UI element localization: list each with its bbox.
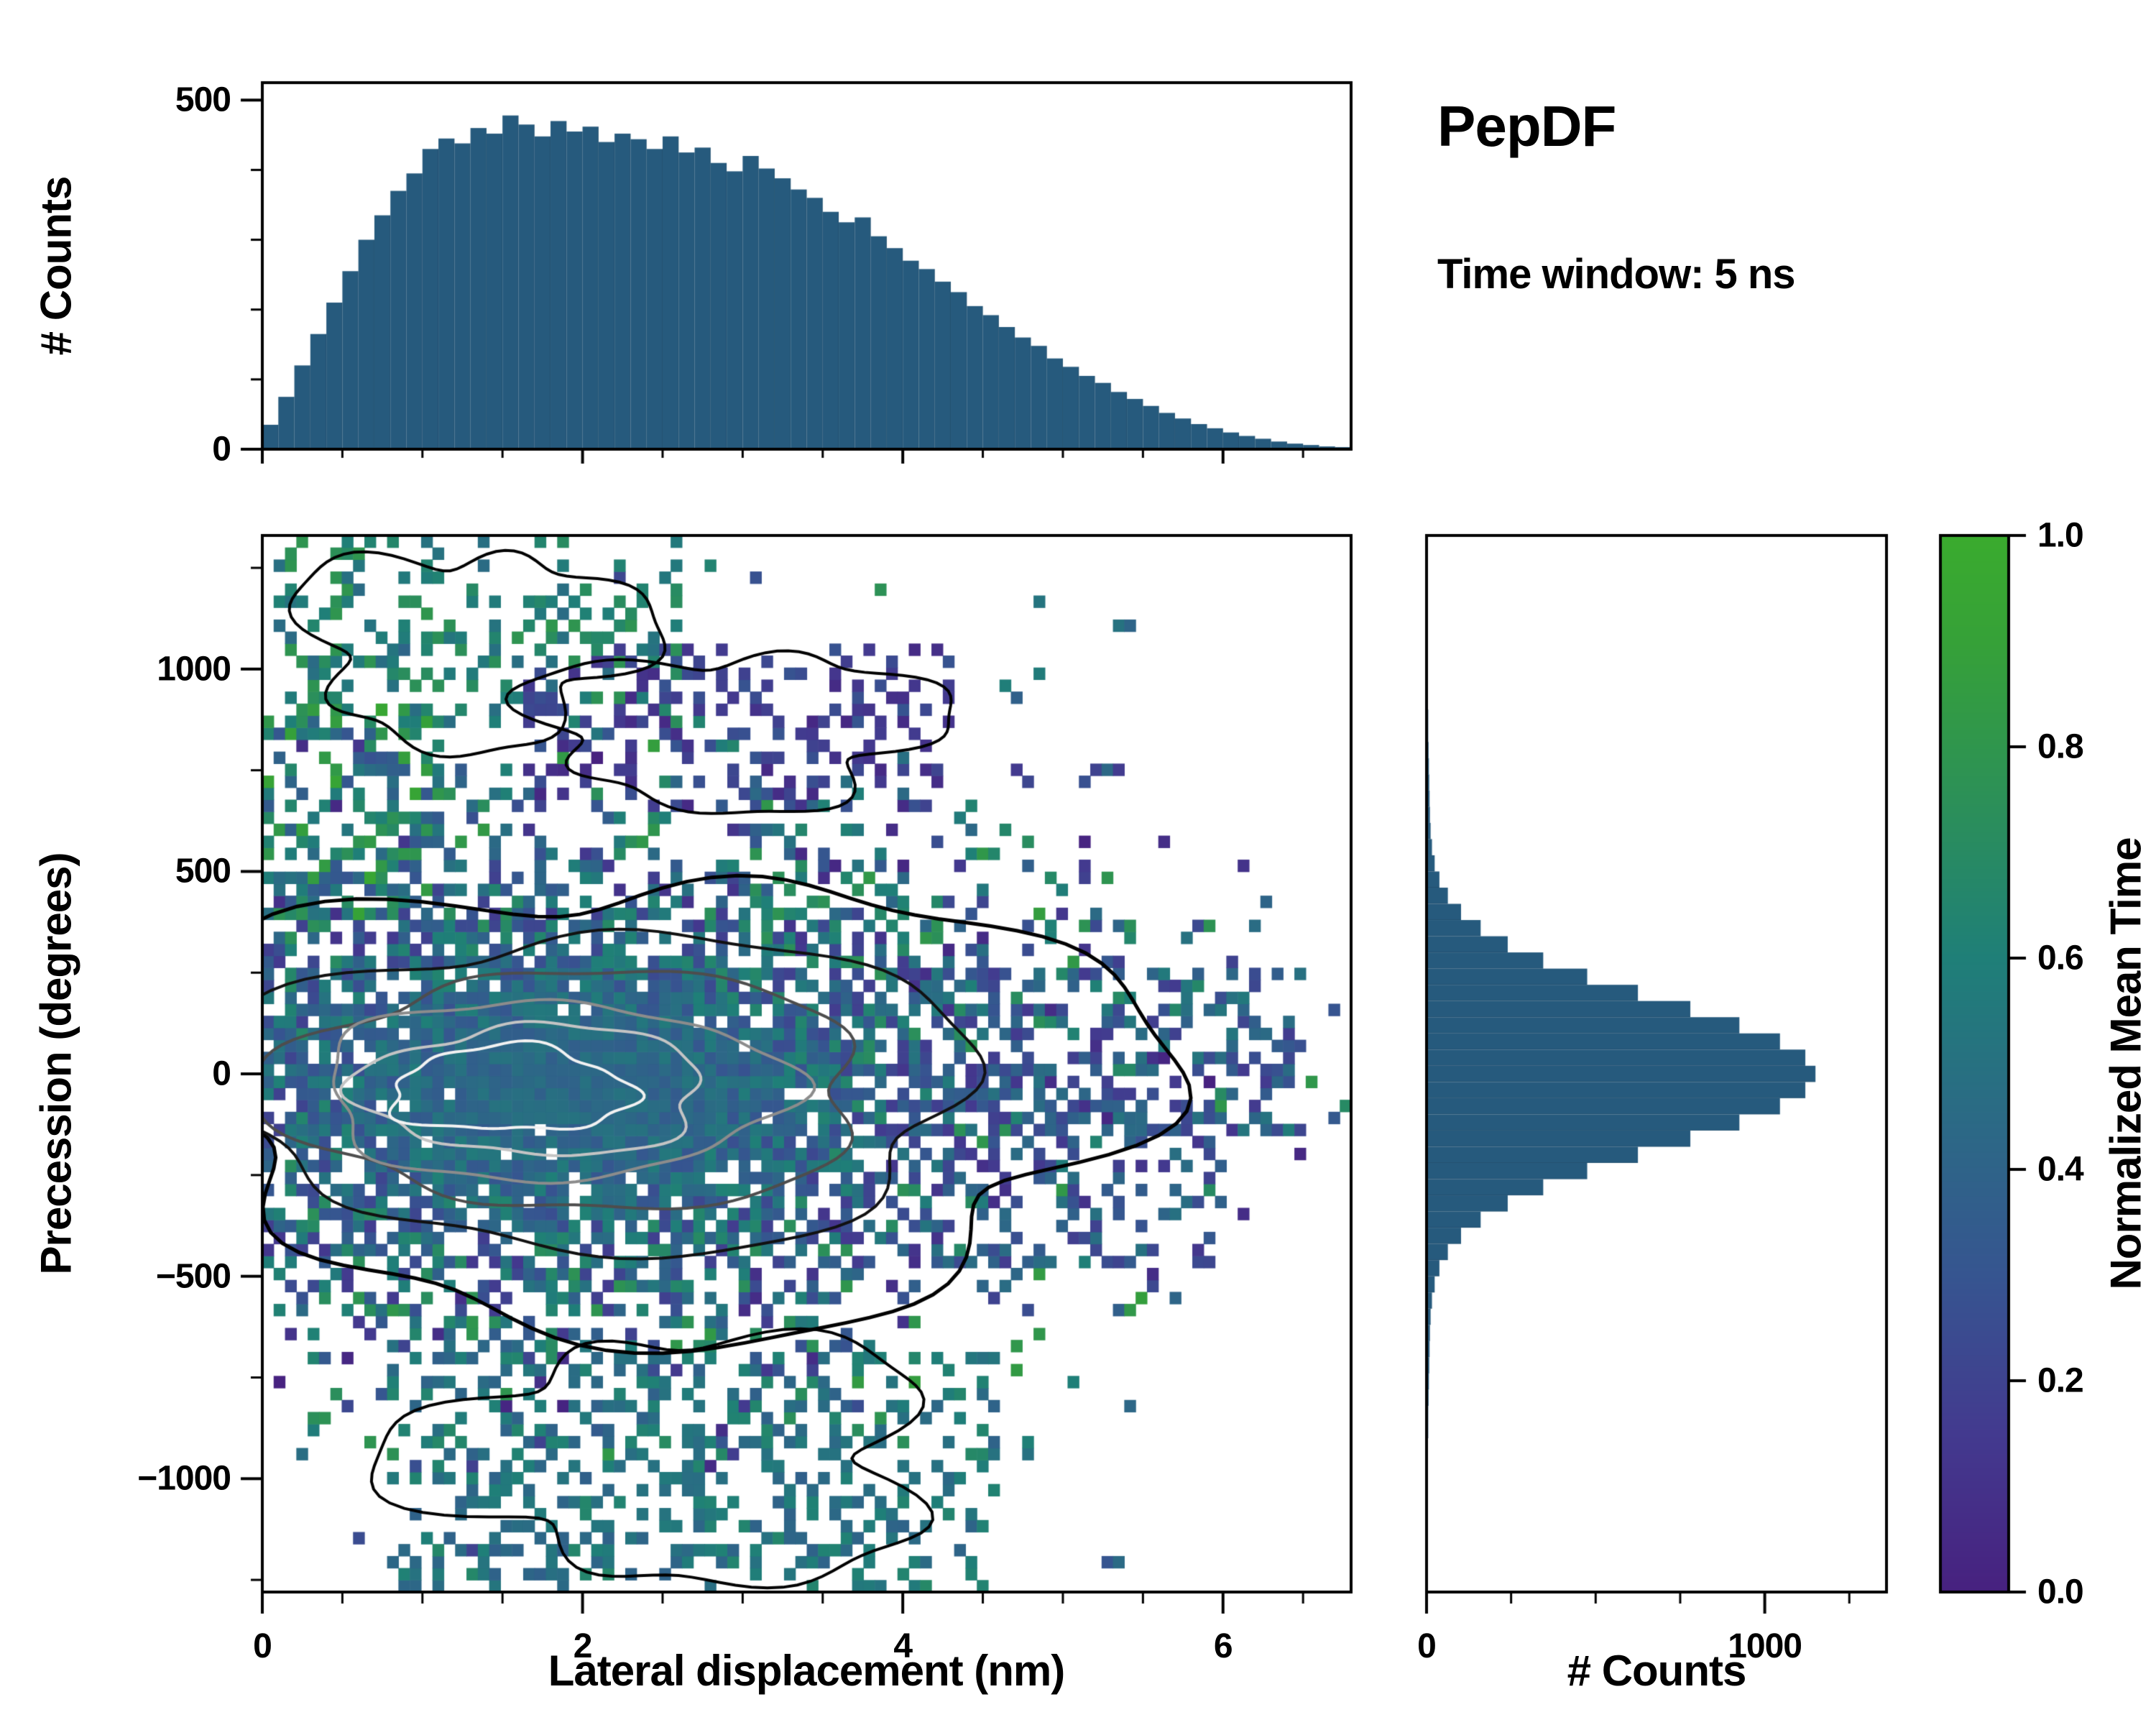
jointplot-figure: PepDF Time window: 5 ns Lateral displace…	[0, 0, 2156, 1725]
plot-canvas	[0, 0, 2156, 1725]
